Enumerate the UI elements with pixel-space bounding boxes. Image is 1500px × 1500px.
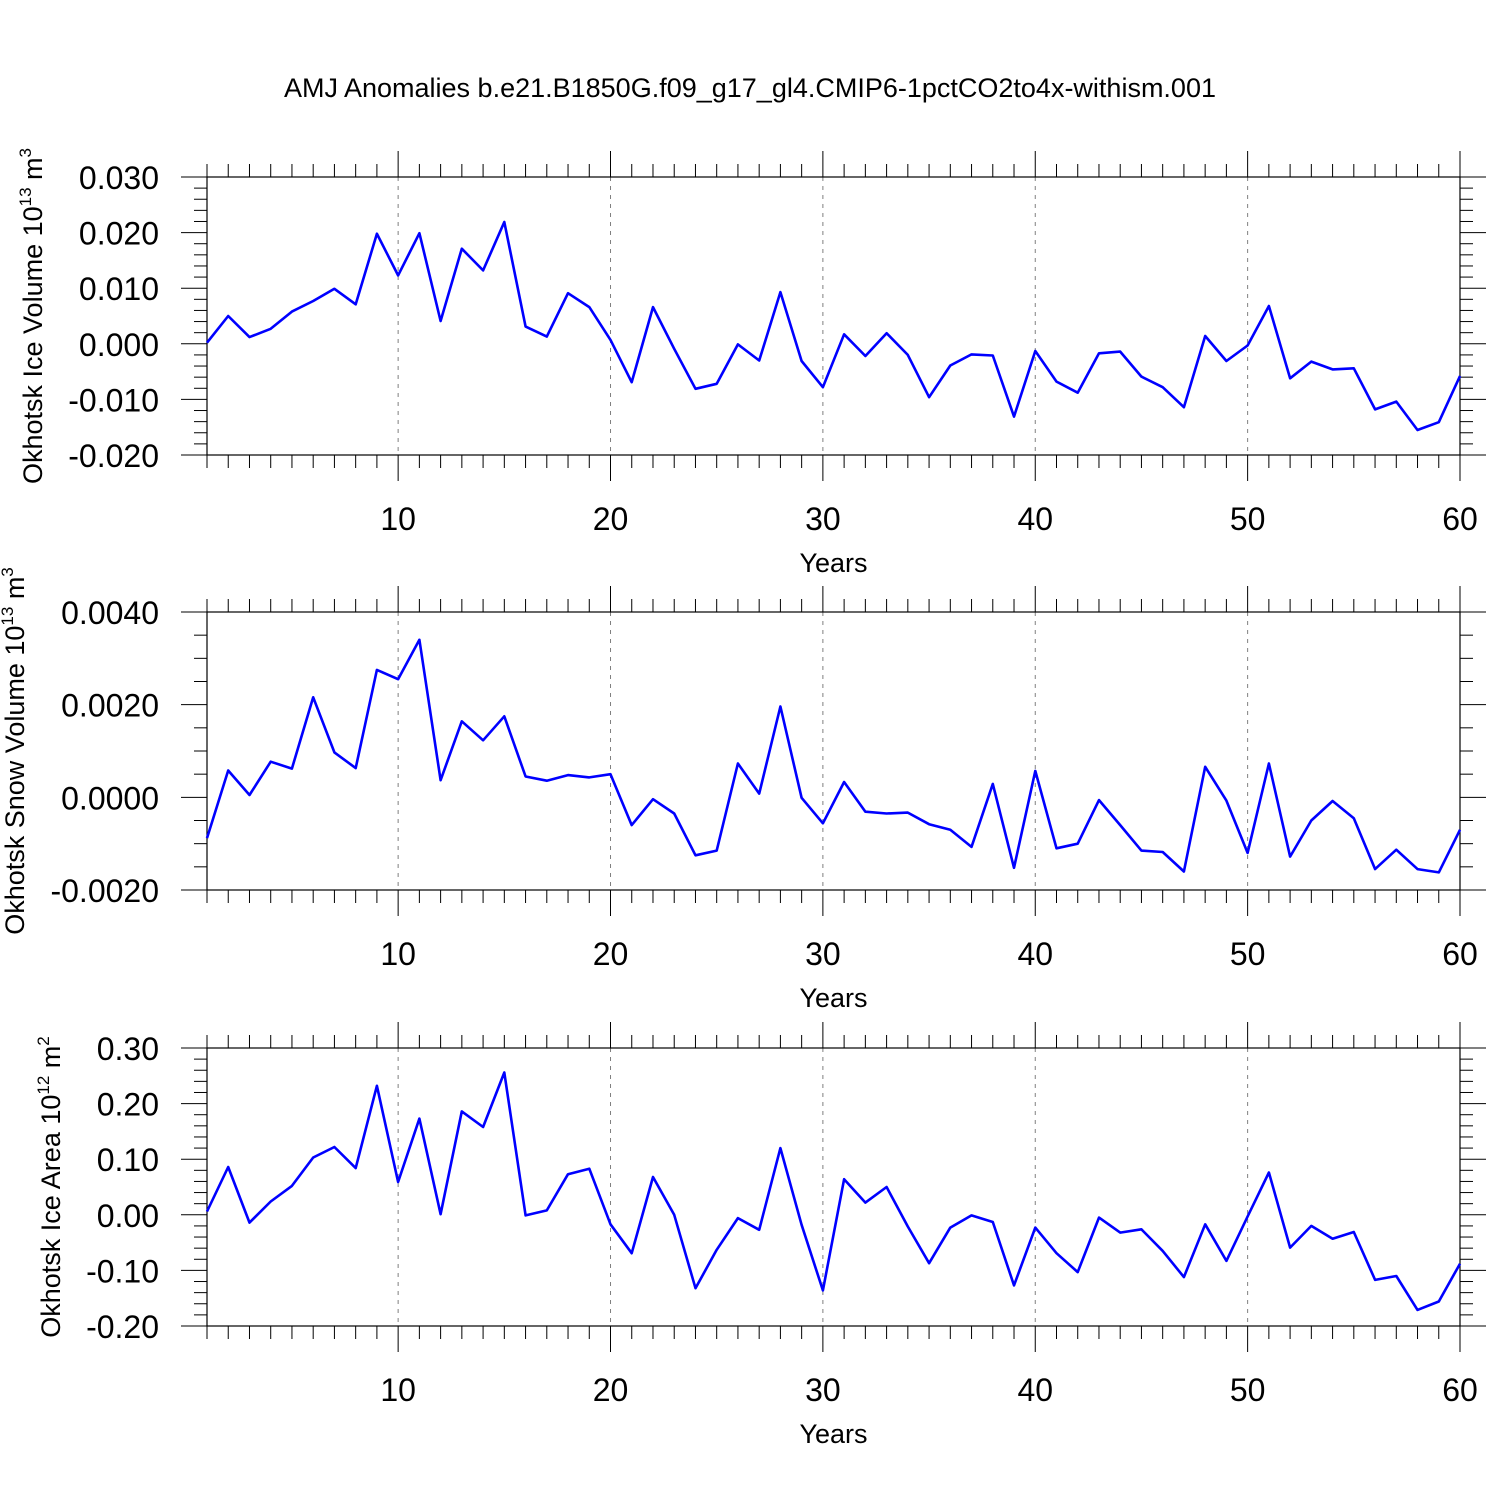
page-title: AMJ Anomalies b.e21.B1850G.f09_g17_gl4.C… (283, 73, 1216, 103)
x-axis-label: Years (799, 1419, 867, 1449)
y-tick-label: 0.30 (97, 1031, 159, 1067)
panel-snow-volume: 10 20 30 40 50 60 -0.0020 0.0000 0.0020 0.0040 Yea… (0, 567, 1486, 1013)
x-tick-label: 10 (380, 1372, 416, 1408)
y-tick-label: 0.020 (79, 216, 159, 252)
panel-ice-volume: 10 20 30 40 50 60 -0.020 -0.010 0.000 0.010 0.020 0… (16, 148, 1486, 578)
y-axis-label-text: Okhotsk Ice Area 10 (36, 1095, 66, 1338)
y-tick-label: 0.030 (79, 160, 159, 196)
y-tick-label: 0.0020 (61, 688, 159, 724)
x-tick-label: 30 (805, 936, 841, 972)
x-tick-label: 10 (380, 936, 416, 972)
x-tick-label: 20 (593, 1372, 629, 1408)
y-tick-label: -0.20 (86, 1309, 159, 1345)
y-tick-label: 0.000 (79, 327, 159, 363)
y-tick-label: 0.00 (97, 1198, 159, 1234)
x-tick-label: 10 (380, 501, 416, 537)
series-line (205, 220, 1462, 432)
y-tick-label: -0.10 (86, 1253, 159, 1289)
y-axis-label: Okhotsk Ice Volume 1013 m3 (16, 148, 48, 484)
x-tick-label: 40 (1017, 1372, 1053, 1408)
x-tick-label: 40 (1017, 936, 1053, 972)
y-tick-label: 0.10 (97, 1142, 159, 1178)
y-tick-label: -0.010 (68, 382, 159, 418)
y-axis-label-unit-power: 3 (16, 148, 35, 157)
y-axis-label-unit-power: 3 (0, 567, 17, 576)
x-tick-label: 30 (805, 1372, 841, 1408)
x-tick-label: 50 (1230, 1372, 1266, 1408)
y-axis-label-unit-power: 2 (34, 1036, 53, 1045)
x-tick-label: 40 (1017, 501, 1053, 537)
x-axis-label: Years (799, 548, 867, 578)
y-axis-label-exponent: 12 (34, 1076, 53, 1095)
y-axis-label-exponent: 13 (16, 187, 35, 206)
y-axis-label: Okhotsk Snow Volume 1013 m3 (0, 567, 30, 935)
series-line (205, 1071, 1462, 1312)
x-tick-label: 60 (1442, 1372, 1478, 1408)
x-tick-label: 60 (1442, 501, 1478, 537)
y-axis-label: Okhotsk Ice Area 1012 m2 (34, 1036, 66, 1338)
x-tick-label: 60 (1442, 936, 1478, 972)
y-tick-label: -0.020 (68, 438, 159, 474)
y-axis-label-exponent: 13 (0, 607, 17, 626)
x-axis-label: Years (799, 983, 867, 1013)
plot-frame (206, 611, 1461, 891)
x-tick-label: 50 (1230, 936, 1266, 972)
y-tick-label: 0.0040 (61, 595, 159, 631)
y-axis-label-unit: m (0, 577, 30, 607)
x-tick-label: 30 (805, 501, 841, 537)
plot-frame (206, 1047, 1461, 1327)
y-tick-label: 0.20 (97, 1087, 159, 1123)
y-tick-label: 0.0000 (61, 780, 159, 816)
y-axis-label-text: Okhotsk Ice Volume 10 (18, 206, 48, 484)
x-tick-label: 20 (593, 501, 629, 537)
series-line (205, 638, 1462, 874)
x-tick-label: 20 (593, 936, 629, 972)
y-axis-label-text: Okhotsk Snow Volume 10 (0, 626, 30, 935)
y-tick-label: 0.010 (79, 271, 159, 307)
plot-frame (206, 176, 1461, 456)
y-tick-label: -0.0020 (50, 873, 159, 909)
y-axis-label-unit: m (36, 1046, 66, 1076)
panel-ice-area: 10 20 30 40 50 60 -0.20 -0.10 0.00 0.10 0.20 0.30 Ye… (34, 1022, 1486, 1449)
x-tick-label: 50 (1230, 501, 1266, 537)
y-axis-label-unit: m (18, 157, 48, 187)
